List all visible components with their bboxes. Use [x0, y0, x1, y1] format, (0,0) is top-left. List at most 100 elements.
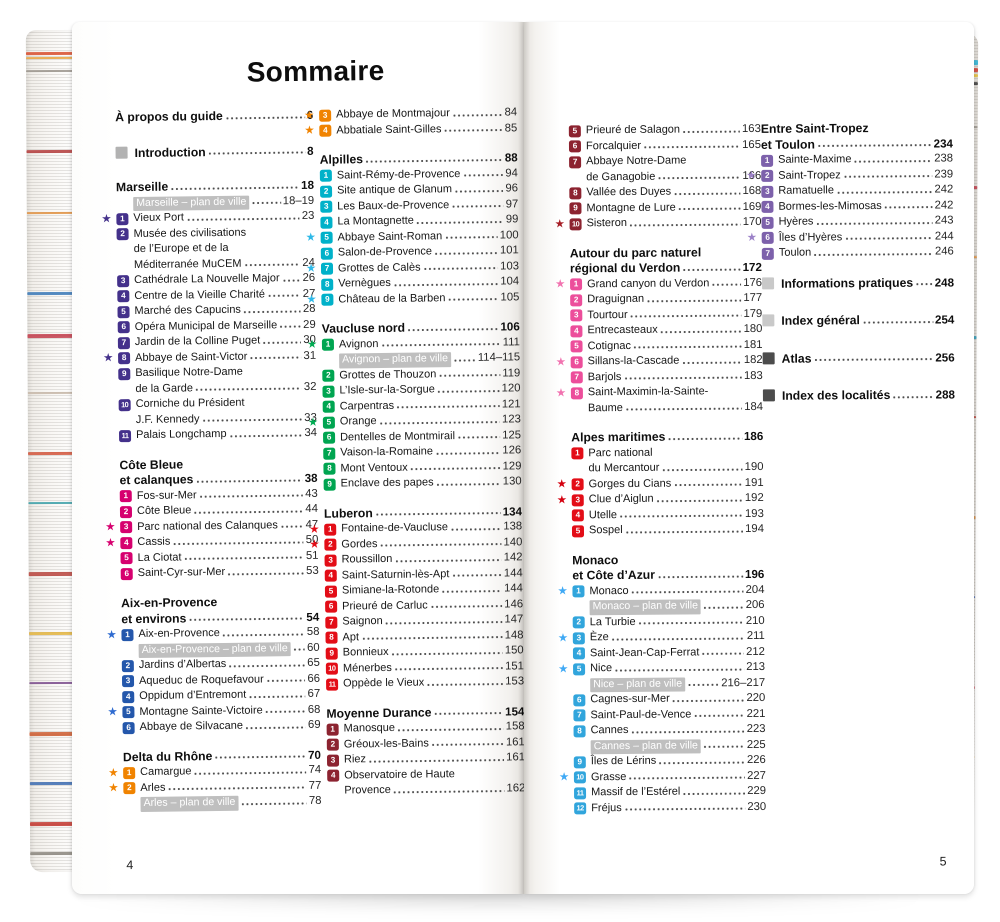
dot-leader: [444, 232, 498, 243]
toc-entry: 6 Saint-Cyr-sur-Mer 53: [120, 564, 319, 582]
plan-label: Arles – plan de ville: [140, 796, 239, 812]
star-icon: ★: [108, 766, 119, 780]
item-number-badge: 6: [117, 321, 130, 334]
item-number-badge: 8: [118, 352, 131, 365]
toc-line: Utelle 193: [589, 507, 764, 524]
toc-column-3: 5 Prieuré de Salagon 163 6 Forcalquier 165 7 Ab…: [555, 122, 767, 831]
item-number-badge: 8: [573, 725, 586, 738]
entry-label: Parc national des Calanques: [137, 519, 278, 533]
dot-leader: [249, 353, 302, 363]
item-number-badge: 9: [573, 756, 586, 769]
toc-entry: 9 Îles de Lérins 226: [573, 753, 766, 770]
section-index-general: Index général 254: [762, 312, 954, 330]
item-number-badge: 11: [326, 678, 339, 691]
dot-leader: [687, 680, 720, 690]
entry-lines: Cotignac 181: [587, 338, 763, 355]
item-number-badge: 8: [323, 462, 336, 475]
item-number-badge: 3: [572, 632, 585, 645]
entry-label: Saint-Maximin-la-Sainte-: [587, 385, 709, 399]
page-number-right: 5: [939, 854, 947, 869]
dot-leader: [198, 491, 304, 502]
toc-entry: 2 Draguignan 177: [570, 291, 762, 308]
item-number-badge: 10: [118, 398, 131, 412]
dot-leader: [623, 373, 742, 384]
dot-leader: [711, 280, 742, 290]
dot-leader: [614, 665, 745, 676]
item-number-badge: 3: [319, 109, 332, 122]
entry-label: Apt: [342, 631, 360, 644]
entry-page-number: 176: [743, 276, 763, 289]
entry-label: Abbaye Notre-Dame: [586, 154, 687, 168]
entry-label: Baume: [587, 401, 623, 414]
toc-entry: 4 Saint-Jean-Cap-Ferrat 212: [572, 645, 765, 662]
entry-label: Delta du Rhône: [122, 748, 213, 764]
dot-leader: [244, 722, 307, 733]
toc-entry: 2 La Turbie 210: [572, 614, 765, 631]
section-alpes-maritimes: Alpes maritimes 186 1 Parc national du Merca…: [557, 429, 764, 539]
entry-label: Grottes de Thouzon: [339, 368, 437, 382]
dot-leader: [842, 171, 933, 182]
toc-entry: 3 Tourtour 179: [570, 307, 762, 324]
entry-page-number: 94: [505, 166, 518, 180]
dot-leader: [656, 572, 744, 582]
star-icon: ★: [558, 663, 569, 676]
dot-leader: [659, 326, 742, 337]
dot-leader: [813, 249, 934, 260]
item-number-badge: 7: [570, 371, 583, 384]
item-number-badge: 1: [572, 585, 585, 598]
star-icon: ★: [107, 706, 118, 719]
entry-lines: Îles de Lérins 226: [591, 753, 766, 770]
entry-label: Marseille: [115, 179, 169, 195]
entry-label: Gréoux-les-Bains: [343, 737, 429, 751]
entry-lines: Grasse 227: [591, 769, 766, 786]
item-number-badge: 4: [120, 537, 133, 550]
dot-leader: [221, 629, 305, 640]
entry-page-number: 225: [746, 738, 766, 752]
dot-leader: [429, 601, 503, 612]
entry-page-number: 196: [744, 568, 765, 582]
star-icon: ★: [746, 232, 758, 245]
toc-entry: 5 Cotignac 181: [570, 338, 763, 355]
entry-page-number: 66: [307, 672, 321, 685]
entry-page-number: 248: [934, 276, 955, 290]
dot-leader: [452, 355, 476, 365]
dot-leader: [883, 202, 933, 213]
toc-entry: 4 Bormes-les-Mimosas 242: [761, 198, 953, 215]
introduction-square-icon: [115, 146, 128, 159]
entry-label: Gorges du Cians: [588, 477, 672, 491]
toc-entry: ★ 3 Clue d’Aiglun 192: [557, 491, 764, 508]
star-icon: ★: [306, 293, 317, 307]
left-page: Sommaire À propos du guide 6 Introduction 8…: [72, 22, 525, 894]
entry-page-number: 184: [744, 400, 764, 413]
entry-page-number: 43: [305, 487, 318, 500]
toc-line: Saint-Tropez 239: [778, 167, 953, 184]
entry-label: Luberon: [323, 505, 373, 521]
entry-lines: Monaco 204: [589, 583, 765, 600]
entry-page-number: 254: [934, 313, 955, 327]
toc-line: Château de la Barben 105: [338, 290, 519, 308]
toc-entry: 4 Observatoire de Haute Provence 162: [327, 766, 525, 799]
section-informations-pratiques: Informations pratiques 248: [762, 274, 954, 292]
entry-label: Entrecasteaux: [587, 323, 658, 337]
entry-label: Abbaye Saint-Roman: [337, 229, 443, 244]
dot-leader: [243, 260, 301, 270]
item-number-badge: 2: [324, 538, 337, 551]
item-number-badge: 3: [761, 185, 774, 198]
entry-lines: Parc national du Mercantour 190: [588, 445, 763, 477]
entry-label: Ménerbes: [342, 661, 392, 675]
star-icon: ★: [746, 170, 757, 183]
entry-label: Alpilles: [319, 152, 364, 167]
entry-page-number: 103: [500, 259, 520, 273]
star-icon: ★: [556, 478, 567, 491]
toc-line: du Mercantour 190: [588, 460, 763, 477]
item-number-badge: 3: [117, 274, 130, 288]
entry-label: Sainte-Maxime: [778, 153, 852, 166]
section-title: Monaco: [572, 552, 619, 568]
dot-leader: [384, 617, 503, 628]
dot-leader: [279, 322, 302, 332]
entry-label: Abbaye de Montmajour: [336, 107, 450, 121]
toc-entry: ★ 2 Saint-Tropez 239: [746, 167, 953, 184]
entry-page-number: 216–217: [721, 676, 766, 690]
entry-label: Méditerranée MuCEM: [133, 257, 242, 271]
left-page-columns: À propos du guide 6 Introduction 8 Marseille…: [101, 106, 525, 826]
